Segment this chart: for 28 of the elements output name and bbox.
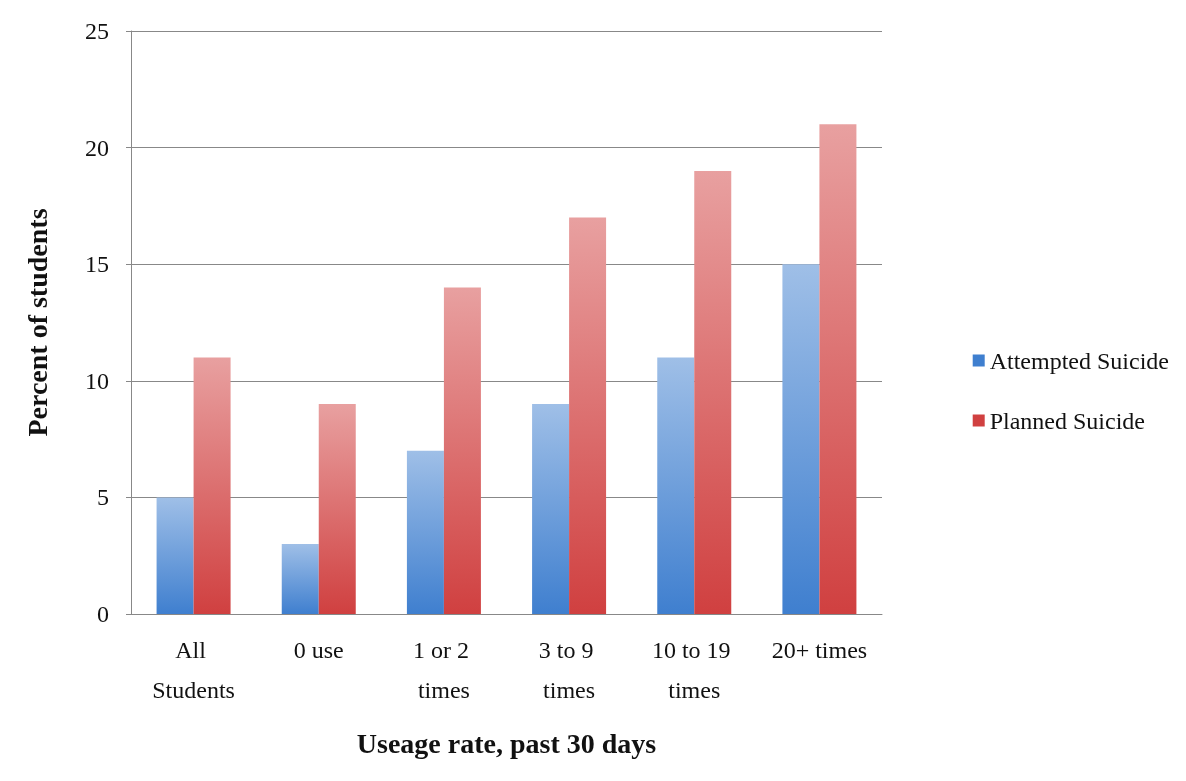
y-tick-label: 5 bbox=[97, 484, 109, 511]
bar bbox=[443, 287, 481, 614]
bar bbox=[782, 264, 820, 614]
x-tick-label: 20+ times bbox=[771, 637, 868, 663]
y-axis-title: Percent of students bbox=[21, 208, 53, 437]
y-tick-label: 20 bbox=[85, 134, 109, 161]
bar bbox=[694, 170, 732, 614]
bar bbox=[532, 404, 570, 614]
bar bbox=[819, 124, 857, 614]
bar bbox=[156, 497, 194, 614]
bar bbox=[657, 357, 695, 614]
bar bbox=[193, 357, 231, 614]
bar bbox=[406, 450, 444, 614]
y-tick-label: 25 bbox=[85, 18, 109, 44]
y-tick-label: 0 bbox=[97, 601, 109, 627]
x-tick-label: 0 use bbox=[293, 637, 344, 663]
y-tick-label: 10 bbox=[85, 367, 109, 394]
bar bbox=[569, 217, 607, 614]
bar bbox=[281, 544, 319, 614]
bar bbox=[318, 404, 356, 614]
x-tick-label: 10 to 19 times bbox=[651, 637, 737, 703]
legend-label: Planned Suicide bbox=[989, 407, 1146, 434]
x-axis-title: Useage rate, past 30 days bbox=[356, 727, 657, 759]
x-tick-label: 3 to 9 times bbox=[538, 637, 600, 703]
y-tick-label: 15 bbox=[85, 251, 109, 278]
legend-label: Attempted Suicide bbox=[989, 347, 1169, 374]
x-tick-label: 1 or 2 times bbox=[412, 637, 475, 703]
x-tick-label: All Students bbox=[152, 637, 235, 703]
